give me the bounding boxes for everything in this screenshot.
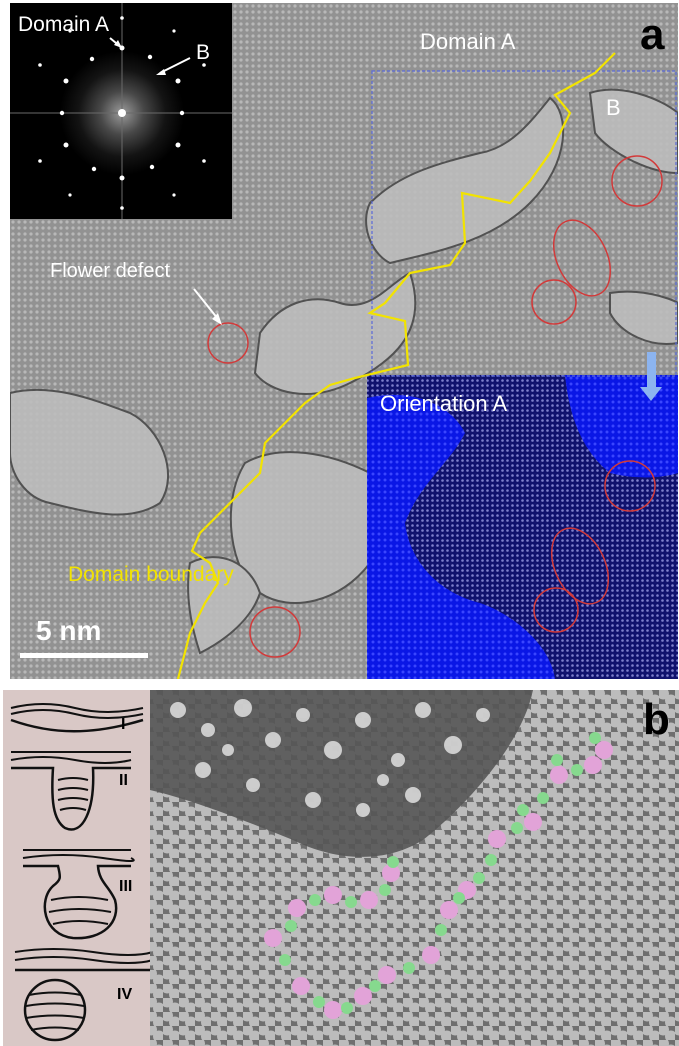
- inset-label-b: B: [196, 41, 211, 64]
- panel-b-graphic: [10, 690, 679, 1046]
- stage-schematics: [10, 703, 154, 1042]
- stage-i-schematic: [10, 703, 144, 733]
- label-flower-defect: Flower defect: [50, 260, 171, 282]
- fft-diffraction-spots: [38, 16, 206, 210]
- green-atoms: [279, 732, 601, 1014]
- panel-letter-a: a: [640, 10, 665, 59]
- defect-ellipse: [550, 527, 610, 605]
- amorphous-contamination: [10, 88, 678, 655]
- stage-label-iv: IV: [117, 986, 133, 1003]
- defect-circle: [533, 587, 579, 633]
- inset-label-domain-a: Domain A: [18, 13, 110, 36]
- stage-iii-schematic: [22, 849, 135, 940]
- label-domain-boundary: Domain boundary: [68, 563, 234, 586]
- fft-inset: [10, 3, 232, 219]
- flower-defect-circle: [207, 322, 249, 364]
- selection-rectangle: [371, 70, 677, 377]
- defect-circle: [611, 155, 663, 207]
- stage-label-i: I: [121, 716, 126, 733]
- stage-ii-schematic: [10, 751, 132, 831]
- defect-circle: [531, 279, 577, 325]
- scale-bar: [20, 653, 148, 658]
- down-arrow-icon: [640, 352, 662, 401]
- panel-letter-b: b: [643, 695, 670, 744]
- panel-b: I II III IV b: [3, 690, 679, 1046]
- defect-circle: [604, 460, 656, 512]
- panel-a-tem-image: Domain A B Domain A B Flower defect Orie…: [10, 3, 678, 679]
- stage-label-iii: III: [119, 878, 133, 895]
- stage-label-ii: II: [119, 772, 128, 789]
- label-b: B: [606, 95, 621, 120]
- simulation-image: [150, 690, 679, 1046]
- defect-circle: [249, 606, 301, 658]
- label-orientation-a: Orientation A: [380, 391, 508, 416]
- defect-ellipse: [552, 219, 612, 297]
- domain-boundary-line: [176, 52, 616, 679]
- label-domain-a: Domain A: [420, 29, 516, 54]
- stage-iv-schematic: [14, 948, 154, 1042]
- defect-circles: [207, 155, 663, 658]
- panel-a-graphic: [10, 3, 678, 679]
- scale-bar-label: 5 nm: [36, 615, 102, 646]
- flower-defect-arrow: [193, 288, 219, 320]
- pink-atoms: [264, 741, 613, 1019]
